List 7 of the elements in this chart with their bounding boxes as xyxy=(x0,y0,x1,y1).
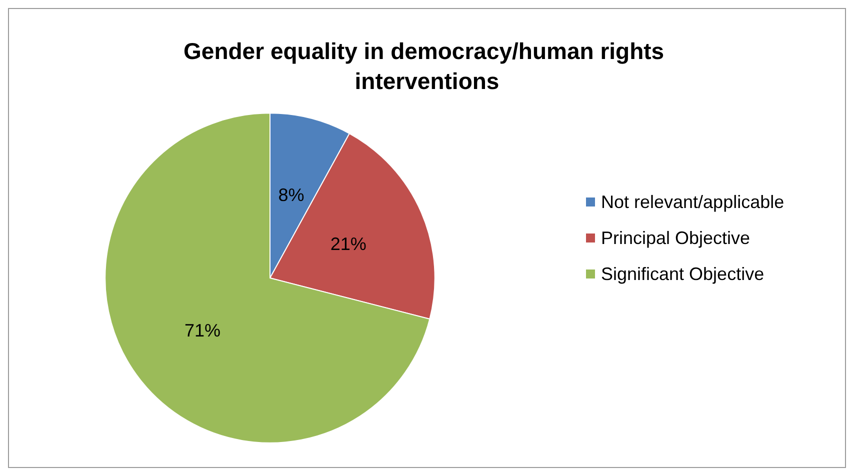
chart-title: Gender equality in democracy/human rights interventions xyxy=(184,38,670,94)
data-label: 8% xyxy=(278,185,304,206)
data-label: 21% xyxy=(330,234,366,254)
legend-label: Significant Objective xyxy=(601,264,764,284)
data-label: 71% xyxy=(184,320,221,340)
legend-label: Principal Objective xyxy=(601,228,750,248)
legend-label: Not relevant/applicable xyxy=(601,192,784,212)
